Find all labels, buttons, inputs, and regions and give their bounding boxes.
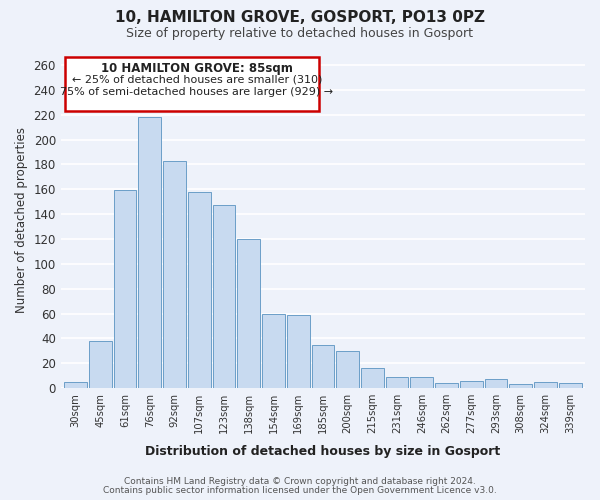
Text: 10, HAMILTON GROVE, GOSPORT, PO13 0PZ: 10, HAMILTON GROVE, GOSPORT, PO13 0PZ xyxy=(115,10,485,25)
Bar xyxy=(485,380,508,388)
Bar xyxy=(64,382,87,388)
Bar xyxy=(410,377,433,388)
Bar xyxy=(89,341,112,388)
Text: 75% of semi-detached houses are larger (929) →: 75% of semi-detached houses are larger (… xyxy=(60,88,334,98)
Bar xyxy=(212,206,235,388)
Bar xyxy=(163,160,186,388)
Bar xyxy=(534,382,557,388)
Bar xyxy=(287,315,310,388)
X-axis label: Distribution of detached houses by size in Gosport: Distribution of detached houses by size … xyxy=(145,444,500,458)
Text: Contains public sector information licensed under the Open Government Licence v3: Contains public sector information licen… xyxy=(103,486,497,495)
Bar xyxy=(386,377,409,388)
Y-axis label: Number of detached properties: Number of detached properties xyxy=(15,128,28,314)
Bar xyxy=(460,380,482,388)
Bar xyxy=(336,351,359,388)
Bar xyxy=(509,384,532,388)
Bar xyxy=(238,239,260,388)
Bar xyxy=(311,344,334,388)
Bar xyxy=(262,314,285,388)
Bar xyxy=(188,192,211,388)
Text: ← 25% of detached houses are smaller (310): ← 25% of detached houses are smaller (31… xyxy=(71,75,322,85)
Bar xyxy=(361,368,384,388)
Bar xyxy=(559,383,581,388)
Bar xyxy=(114,190,136,388)
FancyBboxPatch shape xyxy=(65,58,319,111)
Bar xyxy=(435,383,458,388)
Text: Contains HM Land Registry data © Crown copyright and database right 2024.: Contains HM Land Registry data © Crown c… xyxy=(124,477,476,486)
Text: Size of property relative to detached houses in Gosport: Size of property relative to detached ho… xyxy=(127,28,473,40)
Bar xyxy=(139,117,161,388)
Text: 10 HAMILTON GROVE: 85sqm: 10 HAMILTON GROVE: 85sqm xyxy=(101,62,293,76)
